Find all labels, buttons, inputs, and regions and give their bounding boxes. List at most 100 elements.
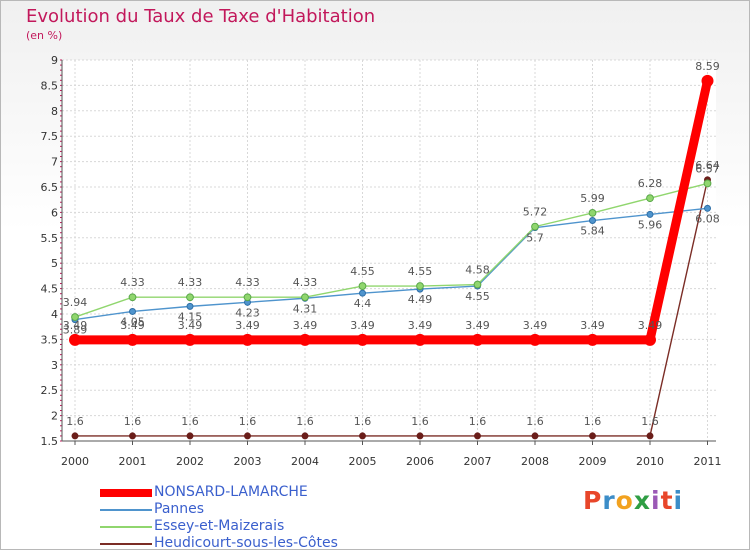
data-label-2: 5.99 xyxy=(580,192,605,205)
x-tick-label: 2007 xyxy=(464,455,492,468)
logo-letter: x xyxy=(633,486,651,515)
x-tick-label: 2000 xyxy=(61,455,89,468)
y-tick-label: 7.5 xyxy=(41,130,59,143)
series-point-1 xyxy=(129,307,136,315)
legend-item: NONSARD-LAMARCHE xyxy=(100,484,400,501)
logo-letter: i xyxy=(673,486,684,515)
series-point-0 xyxy=(586,333,599,346)
series-point-0 xyxy=(701,74,714,87)
series-point-1 xyxy=(704,204,711,212)
data-label-0: 3.49 xyxy=(638,319,663,332)
data-label-2: 3.94 xyxy=(63,296,88,309)
data-label-0: 3.49 xyxy=(523,319,548,332)
series-point-0 xyxy=(414,333,426,346)
series-point-3 xyxy=(416,432,424,440)
series-point-0 xyxy=(126,333,139,346)
series-point-3 xyxy=(531,432,539,440)
series-point-0 xyxy=(241,333,254,346)
data-label-3: 1.6 xyxy=(526,415,544,428)
series-point-0 xyxy=(69,333,81,346)
legend-label: Essey-et-Maizerais xyxy=(154,518,285,534)
y-tick-label: 2.5 xyxy=(41,384,59,397)
data-label-0: 3.49 xyxy=(178,319,203,332)
data-label-3: 6.64 xyxy=(695,159,720,172)
logo-letter: i xyxy=(651,486,661,515)
plot-area xyxy=(62,60,716,441)
data-label-1: 4.55 xyxy=(465,290,490,303)
data-label-0: 3.49 xyxy=(63,319,88,332)
x-tick-label: 2001 xyxy=(119,455,147,468)
legend-swatch xyxy=(100,509,152,511)
data-label-2: 4.33 xyxy=(178,276,203,289)
x-tick-label: 2010 xyxy=(636,455,664,468)
series-point-2 xyxy=(703,179,712,188)
series-point-3 xyxy=(71,432,79,440)
legend-item: Pannes xyxy=(100,501,400,518)
data-label-2: 4.55 xyxy=(350,265,375,278)
series-point-1 xyxy=(186,302,194,310)
legend-item: Essey-et-Maizerais xyxy=(100,518,400,535)
y-tick-label: 5 xyxy=(51,257,58,270)
y-tick-label: 4.5 xyxy=(41,283,59,296)
data-label-3: 1.6 xyxy=(124,415,142,428)
data-label-3: 1.6 xyxy=(469,415,487,428)
logo-letter: o xyxy=(615,486,634,515)
chart-legend: NONSARD-LAMARCHE Pannes Essey-et-Maizerais… xyxy=(100,484,400,552)
data-label-2: 6.28 xyxy=(638,177,663,190)
y-tick-label: 3 xyxy=(51,359,58,372)
legend-item: Heudicourt-sous-les-Côtes xyxy=(100,535,400,552)
y-tick-label: 6.5 xyxy=(41,181,59,194)
legend-label: Pannes xyxy=(154,501,205,517)
data-label-1: 5.96 xyxy=(638,218,663,231)
series-line-3 xyxy=(74,179,709,437)
x-tick-label: 2008 xyxy=(521,455,549,468)
legend-label: Heudicourt-sous-les-Côtes xyxy=(154,535,338,551)
series-point-3 xyxy=(301,432,309,440)
data-label-0: 3.49 xyxy=(465,319,490,332)
legend-swatch xyxy=(100,543,152,545)
series-point-1 xyxy=(589,217,596,225)
data-label-3: 1.6 xyxy=(296,415,314,428)
data-label-2: 4.33 xyxy=(120,276,145,289)
legend-label: NONSARD-LAMARCHE xyxy=(154,484,308,500)
series-point-3 xyxy=(646,432,654,440)
series-point-2 xyxy=(71,313,79,321)
data-label-0: 3.49 xyxy=(408,319,433,332)
data-label-1: 5.84 xyxy=(580,225,605,238)
data-label-3: 1.6 xyxy=(181,415,199,428)
series-point-0 xyxy=(356,333,369,346)
data-label-1: 6.08 xyxy=(695,212,720,225)
series-point-3 xyxy=(589,432,596,440)
series-line-1 xyxy=(74,207,709,321)
data-label-3: 1.6 xyxy=(354,415,372,428)
series-point-0 xyxy=(184,333,196,346)
y-tick-label: 5.5 xyxy=(41,232,59,245)
series-point-3 xyxy=(474,432,481,440)
series-point-2 xyxy=(588,209,597,217)
y-tick-label: 1.5 xyxy=(41,435,59,448)
proxiti-logo: Proxiti xyxy=(583,486,683,515)
data-label-2: 6.57 xyxy=(695,162,720,175)
x-tick-label: 2004 xyxy=(291,455,319,468)
x-tick-label: 2003 xyxy=(234,455,262,468)
data-label-0: 3.49 xyxy=(120,319,145,332)
series-point-0 xyxy=(299,333,311,346)
data-label-1: 4.23 xyxy=(235,306,260,319)
data-label-0: 3.49 xyxy=(235,319,260,332)
logo-letter: r xyxy=(602,486,616,515)
data-label-0: 3.49 xyxy=(350,319,375,332)
data-label-0: 3.49 xyxy=(580,319,605,332)
x-tick-label: 2002 xyxy=(176,455,204,468)
data-label-3: 1.6 xyxy=(641,415,659,428)
data-label-2: 4.33 xyxy=(235,276,260,289)
chart-unit-label: (en %) xyxy=(26,29,63,42)
y-tick-label: 2 xyxy=(51,410,58,423)
y-tick-label: 6 xyxy=(51,206,58,219)
data-label-1: 5.7 xyxy=(526,232,544,245)
series-point-3 xyxy=(359,432,366,440)
data-label-1: 4.4 xyxy=(354,297,372,310)
series-point-0 xyxy=(644,333,656,346)
data-label-1: 4.05 xyxy=(120,315,145,328)
data-label-3: 1.6 xyxy=(239,415,257,428)
series-point-3 xyxy=(129,432,136,440)
